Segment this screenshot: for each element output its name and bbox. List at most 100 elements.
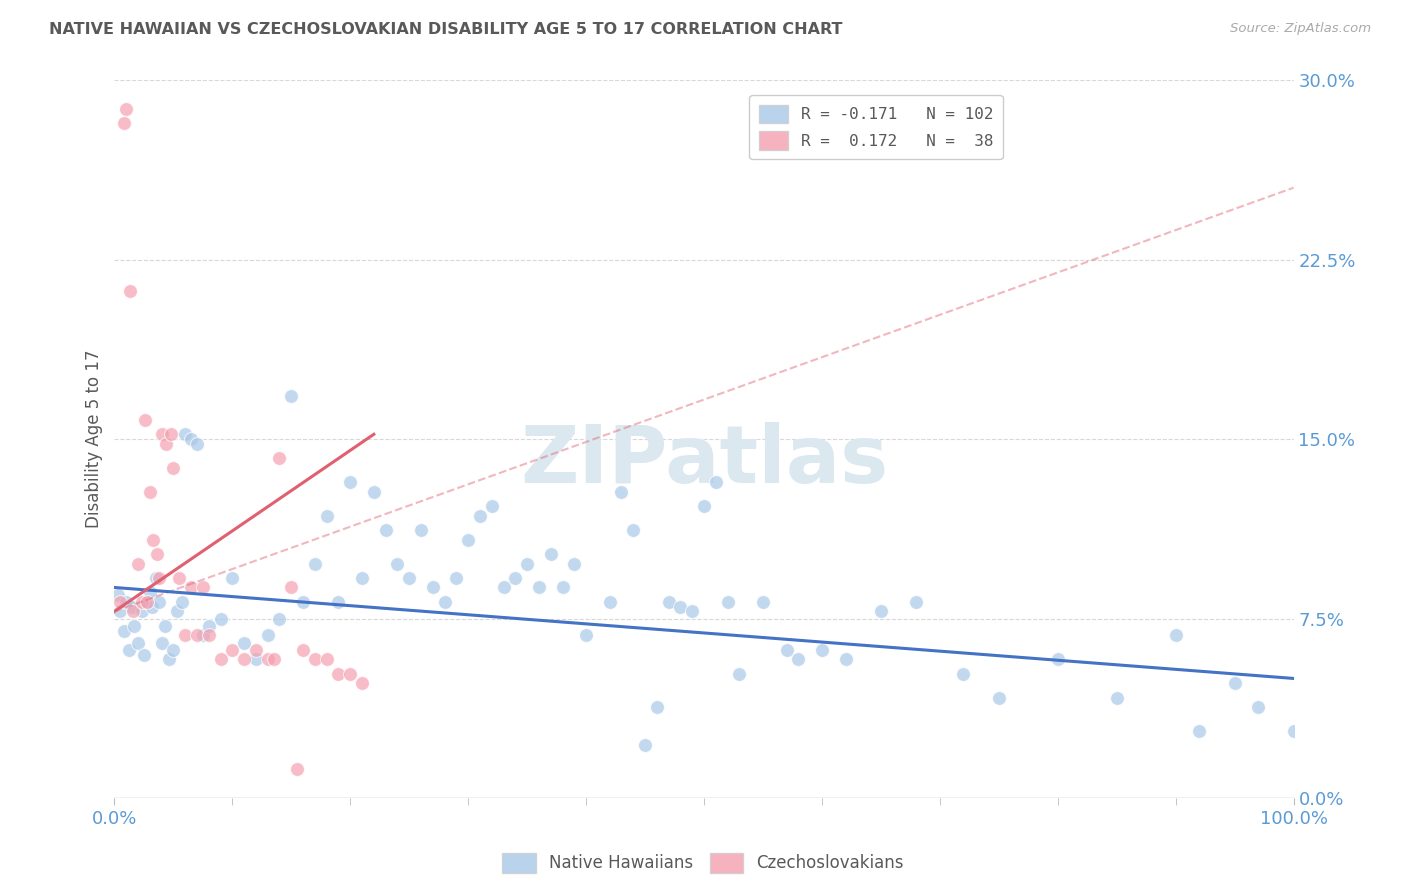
Point — [107, 588, 129, 602]
Point — [328, 595, 350, 609]
Legend: R = -0.171   N = 102, R =  0.172   N =  38: R = -0.171 N = 102, R = 0.172 N = 38 — [749, 95, 1002, 159]
Point — [115, 102, 138, 116]
Point — [645, 700, 668, 714]
Point — [136, 595, 159, 609]
Point — [174, 628, 197, 642]
Point — [148, 571, 170, 585]
Point — [122, 604, 145, 618]
Point — [170, 595, 193, 609]
Point — [669, 599, 692, 614]
Point — [374, 523, 396, 537]
Point — [575, 628, 598, 642]
Y-axis label: Disability Age 5 to 17: Disability Age 5 to 17 — [86, 350, 103, 528]
Point — [339, 475, 361, 490]
Point — [146, 547, 169, 561]
Point — [398, 571, 420, 585]
Point — [704, 475, 727, 490]
Point — [121, 599, 143, 614]
Point — [304, 557, 326, 571]
Point — [145, 571, 167, 585]
Point — [1282, 724, 1305, 739]
Point — [728, 666, 751, 681]
Point — [987, 690, 1010, 705]
Point — [131, 595, 153, 609]
Point — [131, 604, 153, 618]
Point — [135, 595, 157, 609]
Point — [516, 557, 538, 571]
Point — [328, 666, 350, 681]
Point — [263, 652, 285, 666]
Point — [339, 666, 361, 681]
Point — [150, 635, 173, 649]
Point — [245, 642, 267, 657]
Point — [112, 624, 135, 638]
Point — [191, 628, 214, 642]
Point — [1223, 676, 1246, 690]
Point — [166, 604, 188, 618]
Point — [811, 642, 834, 657]
Point — [115, 595, 138, 609]
Point — [245, 652, 267, 666]
Point — [599, 595, 621, 609]
Point — [505, 571, 527, 585]
Point — [492, 581, 515, 595]
Point — [952, 666, 974, 681]
Point — [468, 508, 491, 523]
Point — [117, 642, 139, 657]
Point — [197, 628, 219, 642]
Point — [233, 635, 256, 649]
Point — [457, 533, 479, 547]
Point — [209, 611, 232, 625]
Point — [304, 652, 326, 666]
Point — [209, 652, 232, 666]
Point — [387, 557, 409, 571]
Point — [269, 611, 291, 625]
Point — [132, 648, 155, 662]
Point — [693, 499, 716, 513]
Point — [148, 595, 170, 609]
Point — [221, 571, 243, 585]
Point — [409, 523, 432, 537]
Point — [269, 451, 291, 466]
Point — [169, 571, 191, 585]
Text: Source: ZipAtlas.com: Source: ZipAtlas.com — [1230, 22, 1371, 36]
Point — [256, 652, 278, 666]
Point — [315, 652, 337, 666]
Point — [634, 739, 657, 753]
Point — [142, 533, 165, 547]
Point — [285, 763, 308, 777]
Point — [905, 595, 928, 609]
Point — [446, 571, 468, 585]
Point — [150, 427, 173, 442]
Point — [180, 432, 202, 446]
Point — [787, 652, 810, 666]
Point — [162, 460, 184, 475]
Point — [562, 557, 585, 571]
Point — [197, 619, 219, 633]
Point — [1046, 652, 1069, 666]
Point — [233, 652, 256, 666]
Point — [292, 595, 315, 609]
Point — [363, 484, 385, 499]
Point — [141, 599, 163, 614]
Point — [834, 652, 856, 666]
Point — [127, 635, 149, 649]
Point — [658, 595, 681, 609]
Point — [621, 523, 644, 537]
Point — [127, 557, 149, 571]
Point — [540, 547, 562, 561]
Point — [112, 116, 135, 130]
Point — [1164, 628, 1187, 642]
Point — [610, 484, 633, 499]
Point — [174, 427, 197, 442]
Point — [870, 604, 893, 618]
Point — [124, 619, 146, 633]
Point — [162, 642, 184, 657]
Point — [481, 499, 503, 513]
Point — [716, 595, 738, 609]
Point — [551, 581, 574, 595]
Point — [1188, 724, 1211, 739]
Point — [350, 571, 373, 585]
Point — [280, 581, 302, 595]
Point — [256, 628, 278, 642]
